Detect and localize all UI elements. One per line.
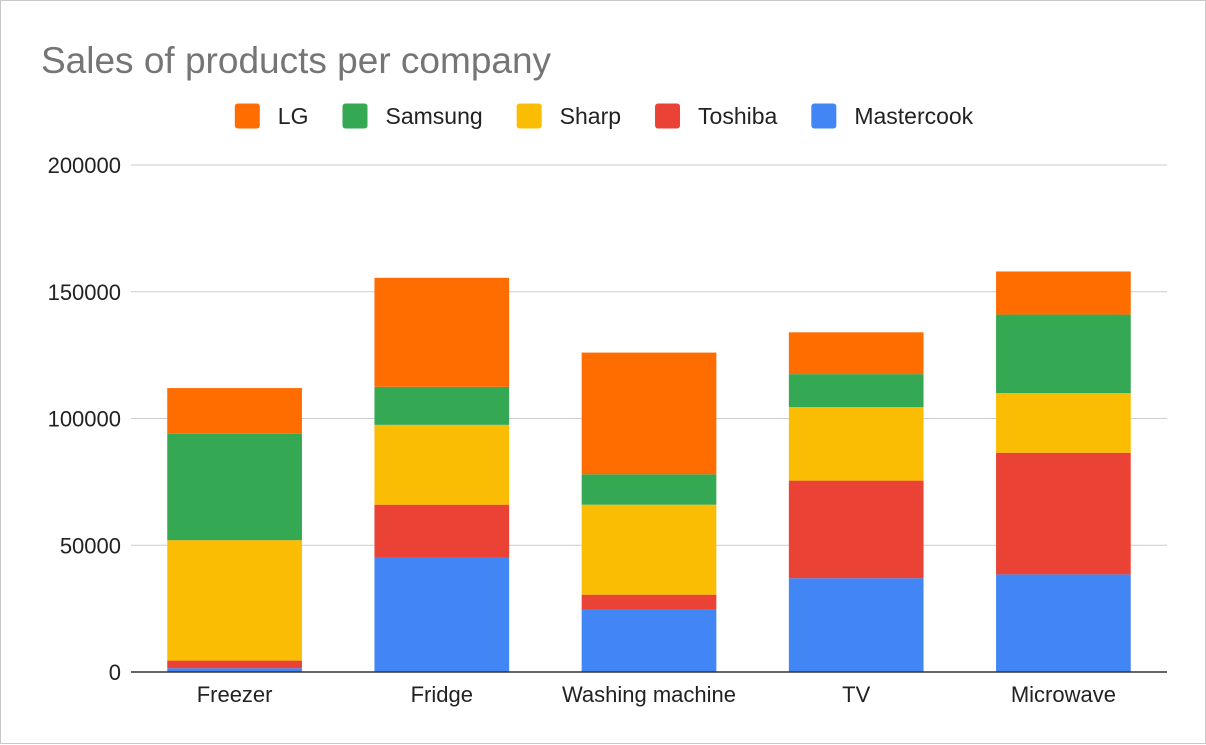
legend-swatch bbox=[342, 103, 368, 129]
bar-segment-lg bbox=[581, 352, 717, 475]
bars bbox=[167, 271, 1131, 672]
bar-stack bbox=[788, 332, 924, 672]
legend-swatch bbox=[811, 103, 837, 129]
bar-segment-toshiba bbox=[788, 480, 924, 579]
bar-segment-mastercook bbox=[788, 578, 924, 672]
bar-segment-toshiba bbox=[996, 452, 1131, 575]
bar-segment-sharp bbox=[581, 504, 717, 595]
bar-segment-samsung bbox=[167, 433, 302, 541]
y-tick-label: 100000 bbox=[48, 407, 121, 432]
bar-segment-samsung bbox=[788, 374, 924, 408]
x-tick-label: Washing machine bbox=[562, 682, 736, 707]
x-tick-label: Freezer bbox=[197, 682, 273, 707]
bar-segment-samsung bbox=[374, 386, 510, 425]
y-tick-label: 200000 bbox=[48, 153, 121, 178]
legend-label: Toshiba bbox=[698, 103, 777, 129]
legend-label: LG bbox=[278, 103, 309, 129]
legend-label: Mastercook bbox=[854, 103, 973, 129]
y-axis-ticks: 0 50000 100000 150000 200000 bbox=[48, 153, 121, 685]
bar-segment-sharp bbox=[788, 407, 924, 481]
legend-swatch bbox=[655, 103, 681, 129]
legend-item: Toshiba bbox=[655, 103, 778, 129]
legend-item: LG bbox=[234, 103, 309, 129]
x-tick-label: Fridge bbox=[411, 682, 473, 707]
bar-segment-toshiba bbox=[167, 660, 302, 669]
bar-segment-sharp bbox=[996, 393, 1131, 453]
legend-swatch bbox=[516, 103, 542, 129]
y-tick-label: 50000 bbox=[60, 533, 121, 558]
bar-segment-lg bbox=[788, 332, 924, 375]
bar-stack bbox=[374, 277, 510, 672]
bar-segment-lg bbox=[996, 271, 1131, 315]
bar-stack bbox=[167, 388, 302, 672]
bar-segment-lg bbox=[167, 388, 302, 434]
legend-item: Sharp bbox=[516, 103, 621, 129]
bar-segment-mastercook bbox=[374, 557, 510, 672]
legend-label: Sharp bbox=[560, 103, 621, 129]
bar-segment-mastercook bbox=[167, 668, 302, 672]
bar-segment-mastercook bbox=[996, 574, 1131, 672]
bar-segment-sharp bbox=[167, 540, 302, 661]
bar-segment-mastercook bbox=[581, 609, 717, 672]
bar-segment-lg bbox=[374, 277, 510, 387]
bar-segment-sharp bbox=[374, 424, 510, 505]
y-tick-label: 0 bbox=[109, 660, 121, 685]
x-tick-label: TV bbox=[842, 682, 870, 707]
y-tick-label: 150000 bbox=[48, 280, 121, 305]
bar-segment-toshiba bbox=[581, 594, 717, 610]
legend: LG Samsung Sharp Toshiba Mastercook bbox=[234, 103, 974, 129]
chart-title: Sales of products per company bbox=[41, 40, 552, 81]
legend-swatch bbox=[234, 103, 260, 129]
bar-stack bbox=[581, 352, 717, 672]
bar-segment-samsung bbox=[996, 314, 1131, 394]
legend-item: Samsung bbox=[342, 103, 483, 129]
legend-label: Samsung bbox=[385, 103, 482, 129]
x-axis-ticks: Freezer Fridge Washing machine TV Microwave bbox=[197, 682, 1116, 707]
legend-item: Mastercook bbox=[811, 103, 974, 129]
bar-stack bbox=[996, 271, 1131, 672]
bar-segment-samsung bbox=[581, 474, 717, 505]
x-tick-label: Microwave bbox=[1011, 682, 1116, 707]
bar-segment-toshiba bbox=[374, 504, 510, 558]
